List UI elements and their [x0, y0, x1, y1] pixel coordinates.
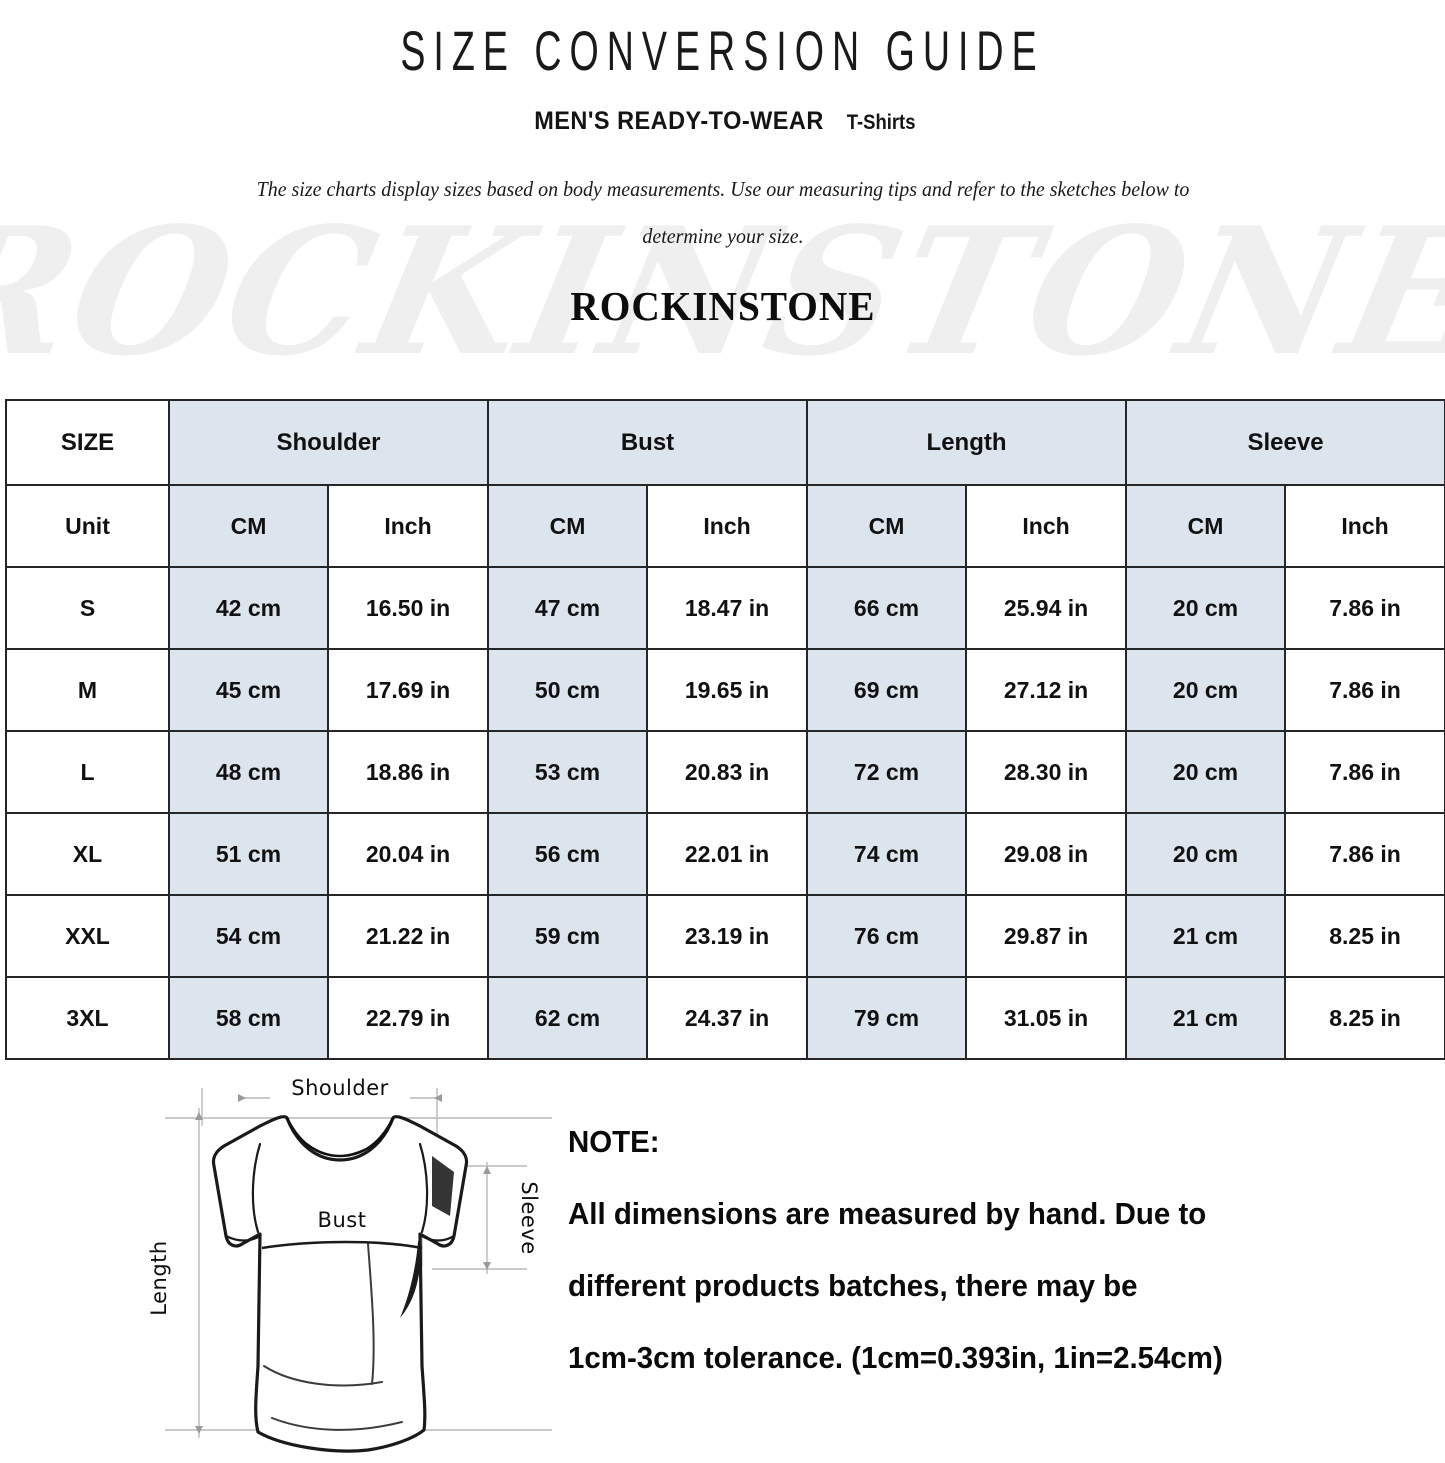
cell-sleeve-cm: 20 cm	[1125, 566, 1287, 650]
note-line-3: 1cm-3cm tolerance. (1cm=0.393in, 1in=2.5…	[568, 1340, 1223, 1375]
note-block: NOTE: All dimensions are measured by han…	[568, 1106, 1428, 1394]
cell-size: 3XL	[5, 976, 170, 1060]
cell-length-in: 28.30 in	[965, 730, 1128, 814]
cell-length-cm: 66 cm	[806, 566, 968, 650]
table-unit-row: Unit CM Inch CM Inch CM Inch CM Inch	[5, 484, 1445, 568]
cell-sleeve-in: 7.86 in	[1284, 730, 1445, 814]
cell-shoulder-cm: 54 cm	[168, 894, 329, 978]
cell-sleeve-cm: 20 cm	[1125, 812, 1287, 896]
cell-length-cm: 76 cm	[806, 894, 968, 978]
unit-bust-inch: Inch	[646, 484, 809, 568]
cell-shoulder-cm: 58 cm	[168, 976, 329, 1060]
table-row: XL 51 cm 20.04 in 56 cm 22.01 in 74 cm 2…	[5, 812, 1445, 896]
page-header: SIZE CONVERSION GUIDE MEN'S READY-TO-WEA…	[0, 18, 1445, 330]
cell-sleeve-in: 7.86 in	[1284, 566, 1445, 650]
cell-bust-cm: 53 cm	[487, 730, 649, 814]
subtitle-product: T-Shirts	[846, 111, 916, 134]
note-title: NOTE:	[568, 1124, 660, 1159]
header-sleeve: Sleeve	[1125, 399, 1445, 486]
header-bust: Bust	[487, 399, 809, 486]
table-row: L 48 cm 18.86 in 53 cm 20.83 in 72 cm 28…	[5, 730, 1445, 814]
cell-length-cm: 79 cm	[806, 976, 968, 1060]
brand-wrap: ROCKINSTONE	[0, 260, 1445, 330]
cell-sleeve-cm: 20 cm	[1125, 730, 1287, 814]
cell-length-in: 29.87 in	[965, 894, 1128, 978]
unit-bust-cm: CM	[487, 484, 649, 568]
table-group-header-row: SIZE Shoulder Bust Length Sleeve	[5, 399, 1445, 486]
cell-length-cm: 72 cm	[806, 730, 968, 814]
table-row: XXL 54 cm 21.22 in 59 cm 23.19 in 76 cm …	[5, 894, 1445, 978]
cell-size: M	[5, 648, 170, 732]
cell-shoulder-cm: 45 cm	[168, 648, 329, 732]
cell-length-cm: 69 cm	[806, 648, 968, 732]
note-line-2: different products batches, there may be	[568, 1268, 1138, 1303]
size-table-container: SIZE Shoulder Bust Length Sleeve Unit CM…	[5, 399, 1445, 1060]
header-shoulder: Shoulder	[167, 399, 490, 486]
table-row: 3XL 58 cm 22.79 in 62 cm 24.37 in 79 cm …	[5, 976, 1445, 1060]
brand-name: ROCKINSTONE	[569, 283, 876, 329]
cell-shoulder-in: 21.22 in	[326, 894, 490, 978]
cell-sleeve-cm: 21 cm	[1125, 976, 1287, 1060]
cell-bust-in: 23.19 in	[646, 894, 809, 978]
unit-length-cm: CM	[806, 484, 968, 568]
page-title: SIZE CONVERSION GUIDE	[400, 19, 1045, 82]
cell-sleeve-cm: 20 cm	[1125, 648, 1287, 732]
cell-length-in: 25.94 in	[965, 566, 1128, 650]
cell-length-in: 29.08 in	[965, 812, 1128, 896]
cell-sleeve-in: 8.25 in	[1284, 976, 1445, 1060]
cell-sleeve-in: 8.25 in	[1284, 894, 1445, 978]
cell-size: S	[5, 566, 170, 650]
cell-bust-in: 22.01 in	[646, 812, 809, 896]
cell-length-in: 27.12 in	[965, 648, 1128, 732]
cell-size: L	[5, 730, 170, 814]
unit-shoulder-inch: Inch	[326, 484, 490, 568]
table-row: M 45 cm 17.69 in 50 cm 19.65 in 69 cm 27…	[5, 648, 1445, 732]
cell-sleeve-in: 7.86 in	[1284, 812, 1445, 896]
cell-bust-cm: 59 cm	[487, 894, 649, 978]
cell-shoulder-in: 22.79 in	[326, 976, 490, 1060]
diagram-label-length: Length	[147, 1240, 171, 1315]
cell-size: XL	[5, 812, 170, 896]
intro-description: The size charts display sizes based on b…	[256, 177, 1189, 248]
cell-bust-in: 18.47 in	[646, 566, 809, 650]
diagram-label-shoulder: Shoulder	[291, 1076, 389, 1100]
unit-length-inch: Inch	[965, 484, 1128, 568]
table-row: S 42 cm 16.50 in 47 cm 18.47 in 66 cm 25…	[5, 566, 1445, 650]
cell-shoulder-cm: 51 cm	[168, 812, 329, 896]
cell-size: XXL	[5, 894, 170, 978]
cell-bust-in: 19.65 in	[646, 648, 809, 732]
cell-shoulder-in: 20.04 in	[326, 812, 490, 896]
unit-sleeve-inch: Inch	[1284, 484, 1445, 568]
cell-length-cm: 74 cm	[806, 812, 968, 896]
tshirt-measurement-diagram: Shoulder Bust Length Sleeve	[132, 1066, 552, 1462]
cell-bust-cm: 47 cm	[487, 566, 649, 650]
subtitle-category: MEN'S READY-TO-WEAR	[534, 107, 824, 135]
unit-sleeve-cm: CM	[1125, 484, 1287, 568]
header-length: Length	[806, 399, 1128, 486]
cell-bust-cm: 50 cm	[487, 648, 649, 732]
cell-sleeve-cm: 21 cm	[1125, 894, 1287, 978]
size-conversion-table: SIZE Shoulder Bust Length Sleeve Unit CM…	[5, 399, 1445, 1060]
unit-label: Unit	[5, 484, 170, 568]
subtitle-row: MEN'S READY-TO-WEAR T-Shirts	[0, 107, 1445, 136]
diagram-label-bust: Bust	[318, 1208, 367, 1232]
cell-shoulder-cm: 42 cm	[168, 566, 329, 650]
bottom-section: Shoulder Bust Length Sleeve NOTE: All di…	[0, 1060, 1445, 1463]
header-size: SIZE	[5, 399, 170, 486]
note-line-1: All dimensions are measured by hand. Due…	[568, 1196, 1207, 1231]
cell-bust-in: 20.83 in	[646, 730, 809, 814]
cell-shoulder-in: 18.86 in	[326, 730, 490, 814]
diagram-label-sleeve: Sleeve	[517, 1181, 541, 1254]
cell-sleeve-in: 7.86 in	[1284, 648, 1445, 732]
cell-bust-cm: 62 cm	[487, 976, 649, 1060]
cell-shoulder-in: 16.50 in	[326, 566, 490, 650]
cell-length-in: 31.05 in	[965, 976, 1128, 1060]
cell-bust-cm: 56 cm	[487, 812, 649, 896]
cell-shoulder-in: 17.69 in	[326, 648, 490, 732]
cell-bust-in: 24.37 in	[646, 976, 809, 1060]
cell-shoulder-cm: 48 cm	[168, 730, 329, 814]
unit-shoulder-cm: CM	[168, 484, 329, 568]
